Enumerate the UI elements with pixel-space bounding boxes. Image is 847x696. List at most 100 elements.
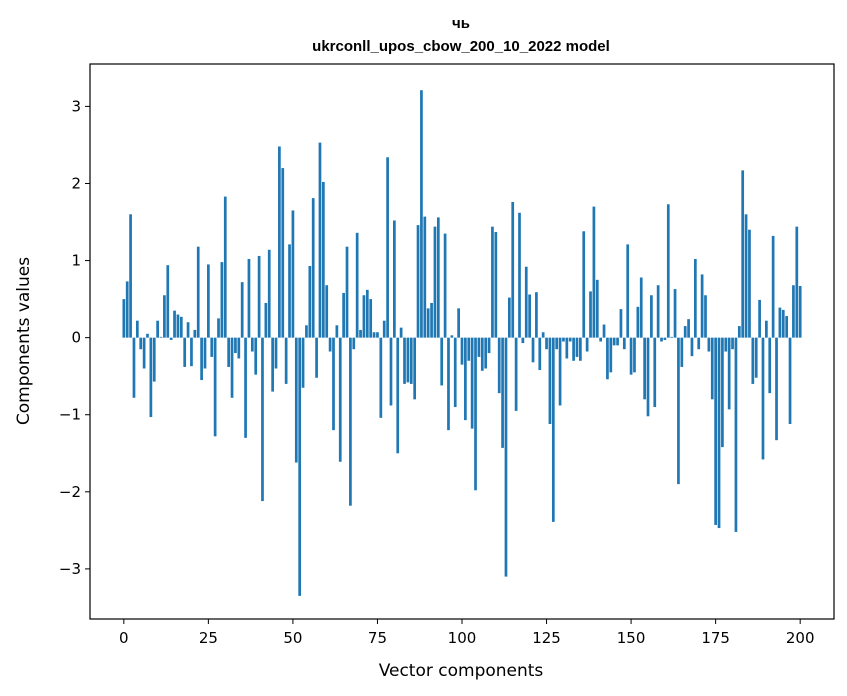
bar-component-24 [203, 337, 207, 369]
bar-component-190 [765, 320, 768, 338]
bar-component-65 [342, 292, 345, 338]
bar-component-112 [501, 337, 504, 448]
bar-component-55 [308, 265, 312, 338]
bar-component-200 [798, 286, 802, 338]
bar-component-150 [629, 337, 633, 375]
bar-component-35 [240, 282, 244, 338]
bar-component-91 [430, 302, 433, 338]
y-axis-ticks: −3 −2 −1 0 1 2 3 [59, 97, 90, 578]
bar-component-119 [524, 266, 528, 338]
bar-component-99 [457, 308, 460, 338]
bar-component-45 [274, 337, 278, 369]
bar-component-125 [545, 337, 548, 350]
bar-component-123 [538, 337, 542, 371]
bar-component-43 [267, 249, 271, 338]
bar-component-148 [622, 337, 626, 350]
x-tick-label: 125 [532, 629, 561, 647]
x-tick-label: 175 [701, 629, 730, 647]
bar-component-30 [223, 196, 227, 338]
bar-component-64 [338, 337, 342, 462]
bar-component-120 [528, 294, 531, 338]
bar-component-171 [700, 274, 704, 338]
bar-component-197 [788, 337, 792, 424]
bar-component-107 [484, 337, 488, 369]
bar-component-176 [717, 337, 721, 529]
bar-component-17 [179, 316, 183, 338]
y-tick-label: −2 [59, 483, 81, 501]
bar-component-74 [372, 332, 376, 338]
bar-component-27 [213, 337, 217, 437]
bar-component-2 [129, 214, 132, 338]
bar-component-69 [355, 232, 359, 338]
bar-component-89 [423, 216, 427, 338]
bar-component-28 [217, 318, 220, 338]
bar-component-94 [440, 337, 444, 386]
bar-component-60 [325, 285, 329, 338]
bar-component-126 [548, 337, 552, 424]
bar-component-141 [599, 337, 603, 342]
bar-component-127 [551, 337, 555, 522]
bar-component-31 [227, 337, 231, 367]
bar-component-180 [731, 337, 734, 350]
bar-component-183 [741, 170, 745, 338]
bar-component-22 [196, 246, 200, 338]
bar-component-51 [294, 337, 298, 463]
bar-component-70 [359, 329, 362, 338]
bar-component-108 [487, 337, 491, 354]
x-tick-label: 0 [119, 629, 129, 647]
bar-component-145 [612, 337, 616, 346]
y-tick-label: 1 [71, 252, 81, 270]
bar-component-68 [352, 337, 356, 350]
bar-component-5 [139, 337, 143, 350]
bar-component-199 [795, 226, 799, 338]
bar-component-136 [582, 231, 586, 338]
bar-component-152 [636, 306, 640, 338]
y-tick-label: 2 [71, 174, 81, 192]
bar-component-173 [707, 337, 711, 352]
bar-component-178 [724, 337, 728, 352]
bar-component-168 [690, 337, 694, 357]
bar-component-131 [565, 337, 569, 359]
bar-component-118 [521, 337, 525, 344]
bar-component-37 [247, 259, 251, 338]
bar-component-130 [562, 337, 565, 342]
bar-component-115 [511, 201, 515, 338]
bar-component-105 [477, 337, 481, 357]
bar-component-11 [159, 336, 163, 338]
y-tick-label: 0 [71, 329, 81, 347]
bar-component-16 [176, 314, 180, 338]
bar-component-39 [254, 337, 258, 375]
bar-component-88 [420, 90, 423, 338]
bar-component-161 [666, 204, 670, 338]
bar-component-49 [288, 244, 291, 338]
bar-component-75 [376, 332, 379, 338]
bar-component-144 [609, 337, 613, 373]
bar-component-196 [785, 316, 789, 338]
bar-component-174 [710, 337, 714, 400]
bar-component-128 [555, 337, 559, 350]
bar-component-181 [734, 337, 738, 532]
bar-component-114 [507, 297, 511, 338]
bar-component-9 [152, 337, 156, 382]
bar-component-15 [173, 310, 176, 338]
bar-component-90 [426, 308, 430, 338]
bar-component-84 [406, 337, 410, 383]
bar-component-58 [318, 142, 322, 338]
bar-component-104 [474, 337, 477, 491]
bar-component-21 [193, 329, 197, 338]
bar-component-72 [365, 289, 369, 338]
bar-component-25 [207, 264, 210, 338]
bar-component-41 [261, 337, 264, 502]
bar-component-98 [453, 337, 457, 408]
bar-component-116 [514, 337, 518, 411]
bar-component-92 [433, 226, 437, 338]
bar-component-97 [450, 335, 454, 338]
bar-component-50 [291, 210, 295, 338]
bar-component-132 [568, 337, 572, 342]
bar-component-78 [386, 157, 389, 338]
bar-component-80 [393, 220, 396, 338]
bar-component-143 [606, 337, 609, 380]
chart-title: чь [452, 15, 470, 32]
bar-component-13 [166, 265, 170, 338]
